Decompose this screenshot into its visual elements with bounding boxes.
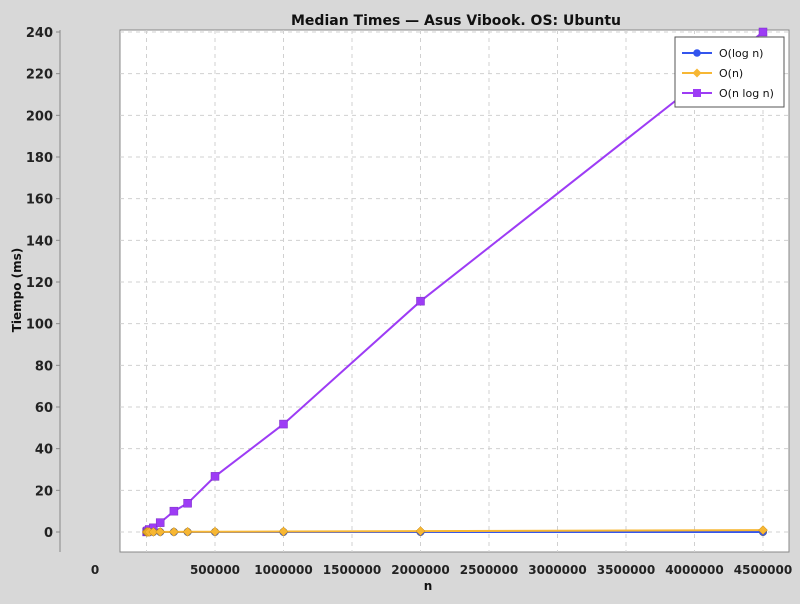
y-tick-label: 120 <box>26 276 53 291</box>
data-point <box>278 526 289 537</box>
y-tick-label: 220 <box>26 68 53 83</box>
y-tick-label: 0 <box>44 526 53 541</box>
chart-title: Median Times — Asus Vibook. OS: Ubuntu <box>291 13 621 29</box>
y-tick-label: 40 <box>35 443 53 458</box>
y-tick-label: 80 <box>35 359 53 374</box>
x-tick-label: 1000000 <box>254 563 312 577</box>
data-point <box>758 525 768 535</box>
x-tick-label: 3500000 <box>597 563 655 577</box>
x-tick-label: 4000000 <box>665 563 723 577</box>
legend-item: O(n) <box>682 67 743 80</box>
data-point <box>155 518 165 527</box>
data-point <box>148 527 159 537</box>
plot-area <box>119 29 790 553</box>
y-axis-label: Tiempo (ms) <box>10 248 24 333</box>
data-point <box>758 27 768 37</box>
legend-label: O(n) <box>719 67 743 80</box>
legend-marker <box>692 68 702 78</box>
grid-lines <box>120 30 789 552</box>
x-tick-label: 2500000 <box>460 563 518 577</box>
legend-item: O(n log n) <box>682 87 774 100</box>
data-point <box>155 527 166 537</box>
data-point <box>210 472 220 481</box>
x-axis-ticks: 0 500000 1000000 1500000 2000000 2500000 30000… <box>91 563 792 577</box>
y-tick-label: 140 <box>26 234 53 249</box>
y-tick-label: 60 <box>35 401 53 416</box>
data-point <box>415 526 426 536</box>
y-tick-label: 200 <box>26 109 53 124</box>
x-tick-label: 4500000 <box>734 563 792 577</box>
x-tick-label: 1500000 <box>323 563 381 577</box>
y-tick-label: 180 <box>26 151 53 166</box>
y-tick-label: 20 <box>35 484 53 499</box>
y-tick-label: 240 <box>26 26 53 41</box>
x-tick-label: 0 <box>91 563 99 577</box>
y-tick-label: 160 <box>26 193 53 208</box>
legend-label: O(log n) <box>719 47 763 60</box>
data-point <box>182 526 193 537</box>
series-layer <box>141 27 768 537</box>
legend-marker <box>693 49 701 57</box>
legend: O(log n) O(n) O(n log n) <box>674 36 785 108</box>
data-point <box>169 527 179 537</box>
series-1 <box>141 525 768 537</box>
x-tick-label: 3000000 <box>528 563 586 577</box>
data-point <box>279 419 288 429</box>
y-axis-ticks: 0 20 40 60 80 100 120 140 160 180 200 220 240 <box>26 26 60 541</box>
data-point <box>169 506 179 516</box>
x-tick-label: 500000 <box>190 563 240 577</box>
x-axis-label: n <box>424 579 433 593</box>
y-tick-label: 100 <box>26 318 53 333</box>
legend-label: O(n log n) <box>719 87 774 100</box>
legend-marker <box>693 89 701 97</box>
data-point <box>416 296 425 306</box>
data-point <box>210 526 220 537</box>
data-point <box>183 499 192 508</box>
legend-item: O(log n) <box>682 47 763 60</box>
x-tick-label: 2000000 <box>391 563 449 577</box>
